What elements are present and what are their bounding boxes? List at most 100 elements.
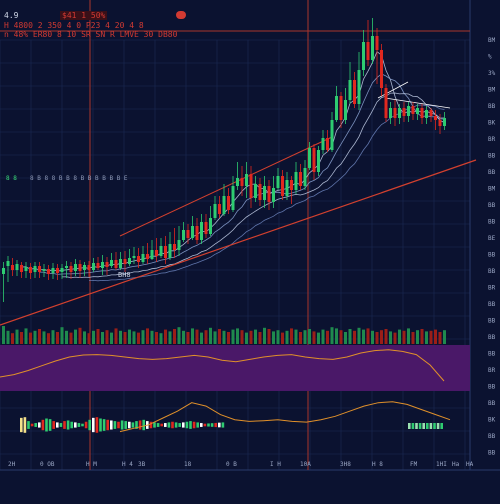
time-axis-tick: 0 B [226,461,237,468]
volume-bar [339,330,343,344]
candle-body [425,110,428,118]
macd-bar [433,423,436,429]
volume-bar [420,329,424,344]
projection-line [384,97,451,109]
candle-body [249,174,253,198]
volume-bar [92,330,95,344]
price-axis-tick: BB [488,433,496,440]
time-axis-tick: H M [86,461,97,468]
candle-body [182,230,185,240]
candle-body [218,204,221,214]
candle-body [420,108,424,118]
candle-body [267,186,271,202]
volume-bar [227,332,230,344]
macd-bar [142,419,145,431]
candle-body [357,70,361,104]
macd-bar [124,421,127,429]
price-axis-tick: BK [488,120,496,127]
price-axis-tick: BM [488,186,496,193]
candle-body [312,148,316,172]
volume-bar [204,330,208,344]
macd-bar [74,422,77,428]
volume-bar [15,329,19,344]
price-axis-tick: BB [488,252,496,259]
price-axis-tick: BE [488,235,496,242]
candle-body [87,265,91,270]
candle-body [330,120,334,150]
time-axis-tick: H 4 [122,461,133,468]
price-axis-tick: BM [488,87,496,94]
candle-body [173,244,176,250]
mid-label: BH8 [118,271,131,279]
price-axis-tick: BB [488,318,496,325]
volume-bar [20,332,23,344]
volume-bar [411,332,415,344]
time-axis-tick: 3B [138,461,146,468]
macd-bar [167,422,171,428]
macd-bar [164,423,167,427]
candle-body [38,266,41,272]
macd-bar [436,423,440,429]
header-indicator-row: n 48% ER80 8 10 SR SN R LMVE 30 DB80 [4,30,178,39]
macd-bar [131,422,135,428]
volume-bar [371,330,374,344]
price-axis-tick: BR [488,285,496,292]
macd-bar [156,423,160,427]
candle-body [308,148,311,168]
record-icon[interactable] [176,11,186,19]
candle-body [375,36,379,50]
volume-bar [303,330,307,344]
volume-bar [38,329,41,344]
header-symbol[interactable]: 4.9 [4,11,19,20]
macd-bar [106,419,109,431]
candle-body [321,138,325,150]
candle-body [299,172,302,186]
candle-body [96,263,100,268]
candle-body [159,246,163,256]
price-axis-tick: BB [488,268,496,275]
volume-bar [114,328,118,344]
macd-bar [408,423,411,429]
candle-body [254,184,257,198]
macd-bar [171,421,174,429]
volume-bar [132,331,136,344]
volume-bar [177,327,181,344]
time-axis-tick: HA [466,461,474,468]
candle-body [56,268,59,273]
trendline-upper[interactable] [119,136,333,237]
candle-body [29,267,32,273]
candle-body [123,259,127,264]
trendline-lower[interactable] [0,159,477,326]
candle-body [411,106,415,114]
volume-bar [87,333,91,344]
candle-body [128,258,131,264]
candle-body [168,244,172,258]
candle-body [245,174,248,186]
candle-body [281,176,284,196]
price-axis-tick: BB [488,450,496,457]
volume-bar [326,330,329,344]
price-axis-tick: BB [488,301,496,308]
price-axis-tick: BK [488,417,496,424]
volume-bar [438,332,442,344]
macd-bar [207,423,210,427]
volume-bar [380,330,383,344]
price-axis-tick: BM [488,37,496,44]
candle-body [42,269,46,271]
volume-bar [137,332,140,344]
candle-body [24,267,28,271]
price-axis-tick: BB [488,400,496,407]
macd-bar [214,422,217,428]
candle-body [285,180,289,196]
volume-bar [11,333,14,344]
candle-body [222,196,226,214]
macd-bar [120,420,124,430]
right-price-axis: BM% 3% BM BB BK BR BB BB BM BB BB BE BB BB BR BB BB BB BB B… [488,37,496,457]
price-axis-tick: BB [488,384,496,391]
macd-bar [63,421,66,429]
price-axis-tick: BR [488,136,496,143]
macd-bar [192,421,196,429]
time-axis-tick: 18 [184,461,192,468]
